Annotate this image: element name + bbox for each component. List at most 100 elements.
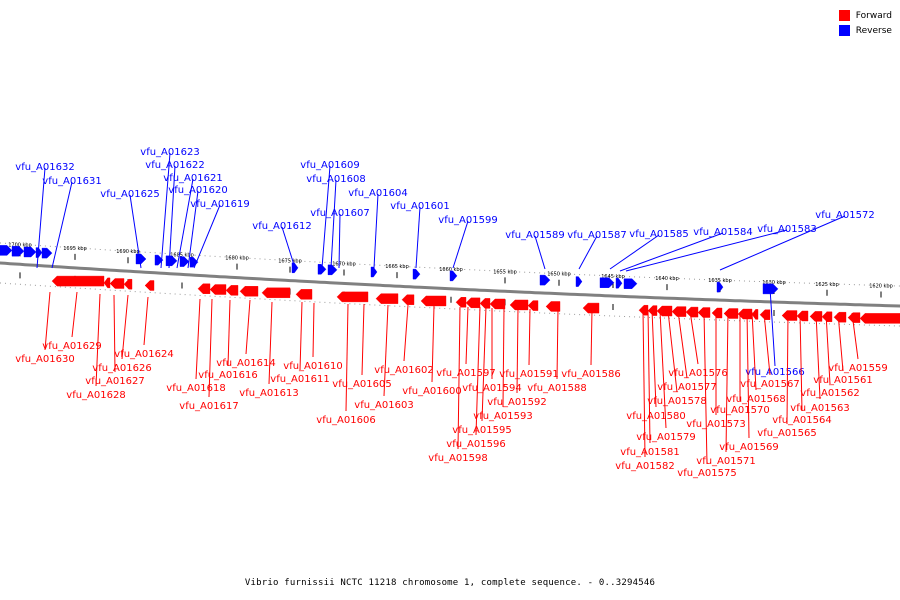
legend: Forward Reverse bbox=[838, 8, 892, 38]
forward-gene-arrow bbox=[545, 301, 561, 312]
legend-label-forward: Forward bbox=[855, 10, 892, 21]
forward-gene-leader bbox=[268, 301, 273, 385]
reverse-gene-leader bbox=[609, 234, 660, 270]
forward-gene-arrow bbox=[455, 297, 467, 308]
reverse-gene-label: vfu_A01612 bbox=[252, 221, 311, 232]
reverse-gene-leader bbox=[160, 152, 171, 269]
forward-track-guide bbox=[0, 282, 900, 327]
forward-gene-label: vfu_A01614 bbox=[216, 358, 275, 369]
forward-gene-arrow bbox=[197, 283, 211, 294]
forward-gene-arrow bbox=[401, 294, 415, 305]
reverse-gene-arrow bbox=[11, 245, 25, 257]
forward-gene-leader bbox=[195, 298, 201, 380]
forward-gene-label: vfu_A01611 bbox=[270, 374, 329, 385]
forward-gene-arrow bbox=[781, 310, 798, 321]
legend-swatch-reverse bbox=[838, 25, 850, 36]
forward-gene-leader bbox=[465, 306, 469, 365]
reverse-gene-arrow bbox=[575, 276, 583, 287]
reverse-gene-leader bbox=[168, 165, 176, 269]
scale-label: 1655 kbp bbox=[493, 269, 517, 275]
reverse-gene-arrow bbox=[0, 245, 13, 256]
forward-gene-leader bbox=[113, 294, 116, 373]
reverse-gene-arrow bbox=[623, 278, 638, 289]
forward-gene-leader bbox=[815, 312, 821, 400]
forward-gene-leader bbox=[799, 312, 803, 412]
forward-gene-label: vfu_A01628 bbox=[66, 390, 125, 401]
forward-gene-label: vfu_A01564 bbox=[772, 415, 831, 426]
reverse-gene-label: vfu_A01584 bbox=[693, 227, 752, 238]
forward-gene-leader bbox=[403, 304, 409, 362]
scale-label: 1620 kbp bbox=[869, 283, 893, 289]
forward-gene-label: vfu_A01561 bbox=[813, 375, 872, 386]
legend-label-reverse: Reverse bbox=[855, 25, 892, 36]
forward-gene-label: vfu_A01591 bbox=[499, 369, 558, 380]
reverse-gene-leader bbox=[176, 178, 194, 269]
forward-gene-label: vfu_A01630 bbox=[15, 354, 74, 365]
scale-label: 1670 kbp bbox=[332, 261, 356, 267]
forward-gene-leader bbox=[837, 312, 844, 372]
forward-gene-leader bbox=[689, 310, 699, 365]
forward-gene-leader bbox=[383, 304, 389, 397]
reverse-gene-leader bbox=[36, 167, 46, 269]
reverse-gene-label: vfu_A01625 bbox=[100, 189, 159, 200]
reverse-gene-label: vfu_A01607 bbox=[310, 208, 369, 219]
forward-gene-label: vfu_A01624 bbox=[114, 349, 173, 360]
forward-gene-arrow bbox=[847, 312, 861, 323]
forward-gene-arrow bbox=[261, 287, 291, 299]
forward-gene-label: vfu_A01600 bbox=[402, 386, 461, 397]
forward-gene-label: vfu_A01616 bbox=[198, 370, 257, 381]
reverse-gene-label: vfu_A01601 bbox=[390, 201, 449, 212]
forward-gene-arrow bbox=[465, 297, 481, 309]
reverse-gene-label: vfu_A01632 bbox=[15, 162, 74, 173]
forward-gene-arrow bbox=[479, 298, 491, 309]
forward-gene-label: vfu_A01588 bbox=[527, 383, 586, 394]
forward-gene-leader bbox=[659, 310, 667, 429]
forward-gene-arrow bbox=[723, 308, 739, 319]
reverse-gene-leader bbox=[534, 235, 546, 270]
forward-gene-leader bbox=[345, 303, 349, 412]
reverse-gene-leader bbox=[51, 181, 73, 269]
scale-label: 1690 kbp bbox=[116, 249, 140, 255]
forward-gene-leader bbox=[121, 294, 129, 360]
forward-gene-arrow bbox=[859, 313, 900, 324]
forward-gene-arrow bbox=[821, 311, 833, 322]
forward-gene-label: vfu_A01582 bbox=[615, 461, 674, 472]
forward-gene-arrow bbox=[144, 280, 155, 291]
forward-gene-label: vfu_A01629 bbox=[42, 341, 101, 352]
forward-gene-leader bbox=[227, 299, 231, 367]
forward-gene-leader bbox=[208, 298, 213, 398]
reverse-gene-arrow bbox=[449, 270, 458, 282]
reverse-gene-arrow bbox=[23, 246, 37, 258]
forward-gene-leader bbox=[825, 312, 831, 385]
forward-gene-leader bbox=[703, 311, 708, 465]
forward-gene-leader bbox=[677, 310, 688, 379]
forward-gene-arrow bbox=[420, 295, 447, 307]
forward-gene-leader bbox=[556, 308, 559, 380]
forward-gene-leader bbox=[647, 309, 651, 444]
reverse-gene-leader bbox=[619, 232, 724, 272]
forward-gene-leader bbox=[95, 293, 101, 387]
forward-gene-arrow bbox=[509, 299, 529, 311]
forward-gene-label: vfu_A01571 bbox=[696, 456, 755, 467]
forward-gene-leader bbox=[528, 308, 531, 366]
legend-swatch-forward bbox=[838, 10, 850, 21]
forward-gene-label: vfu_A01573 bbox=[686, 419, 745, 430]
reverse-gene-label: vfu_A01583 bbox=[757, 224, 816, 235]
legend-item-reverse: Reverse bbox=[838, 23, 892, 38]
forward-gene-leader bbox=[746, 311, 750, 439]
forward-gene-label: vfu_A01568 bbox=[726, 394, 785, 405]
forward-gene-arrow bbox=[527, 300, 539, 311]
forward-gene-label: vfu_A01575 bbox=[677, 468, 736, 479]
forward-gene-arrow bbox=[225, 285, 239, 296]
forward-gene-leader bbox=[763, 312, 771, 376]
forward-gene-label: vfu_A01595 bbox=[452, 425, 511, 436]
forward-gene-label: vfu_A01602 bbox=[374, 365, 433, 376]
forward-gene-label: vfu_A01594 bbox=[462, 383, 521, 394]
forward-gene-leader bbox=[481, 306, 487, 422]
forward-gene-leader bbox=[44, 291, 51, 351]
reverse-gene-label: vfu_A01621 bbox=[163, 173, 222, 184]
legend-item-forward: Forward bbox=[838, 8, 892, 23]
reverse-gene-arrow bbox=[615, 278, 623, 289]
forward-gene-label: vfu_A01562 bbox=[800, 388, 859, 399]
reverse-gene-leader bbox=[338, 213, 341, 269]
